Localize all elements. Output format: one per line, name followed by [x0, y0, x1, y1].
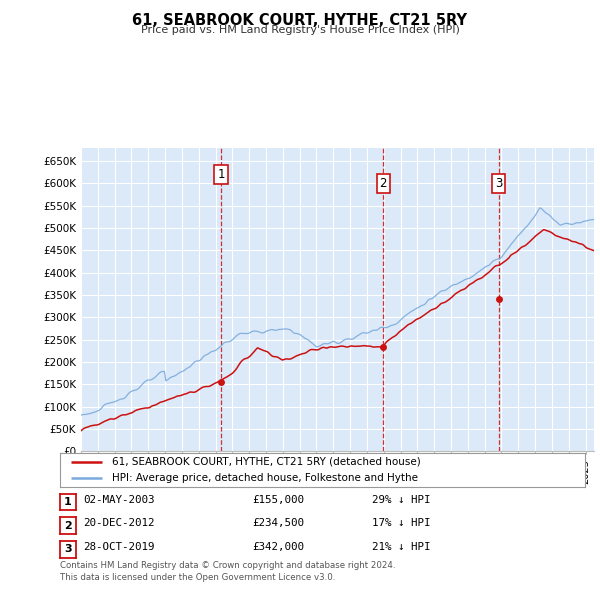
Text: 17% ↓ HPI: 17% ↓ HPI — [372, 519, 431, 528]
Text: 29% ↓ HPI: 29% ↓ HPI — [372, 495, 431, 504]
Text: 02-MAY-2003: 02-MAY-2003 — [83, 495, 154, 504]
Text: Contains HM Land Registry data © Crown copyright and database right 2024.: Contains HM Land Registry data © Crown c… — [60, 560, 395, 569]
Text: £342,000: £342,000 — [252, 542, 304, 552]
Text: 61, SEABROOK COURT, HYTHE, CT21 5RY: 61, SEABROOK COURT, HYTHE, CT21 5RY — [133, 13, 467, 28]
Text: 2: 2 — [64, 521, 71, 530]
Text: Price paid vs. HM Land Registry's House Price Index (HPI): Price paid vs. HM Land Registry's House … — [140, 25, 460, 35]
Text: 28-OCT-2019: 28-OCT-2019 — [83, 542, 154, 552]
Text: 21% ↓ HPI: 21% ↓ HPI — [372, 542, 431, 552]
Text: £234,500: £234,500 — [252, 519, 304, 528]
Text: 3: 3 — [64, 545, 71, 554]
Text: 2: 2 — [379, 177, 387, 190]
Text: 20-DEC-2012: 20-DEC-2012 — [83, 519, 154, 528]
Text: This data is licensed under the Open Government Licence v3.0.: This data is licensed under the Open Gov… — [60, 573, 335, 582]
Text: 1: 1 — [217, 168, 225, 181]
Text: 1: 1 — [64, 497, 71, 507]
Text: HPI: Average price, detached house, Folkestone and Hythe: HPI: Average price, detached house, Folk… — [113, 473, 419, 483]
Text: £155,000: £155,000 — [252, 495, 304, 504]
Text: 3: 3 — [495, 177, 502, 190]
Text: 61, SEABROOK COURT, HYTHE, CT21 5RY (detached house): 61, SEABROOK COURT, HYTHE, CT21 5RY (det… — [113, 457, 421, 467]
